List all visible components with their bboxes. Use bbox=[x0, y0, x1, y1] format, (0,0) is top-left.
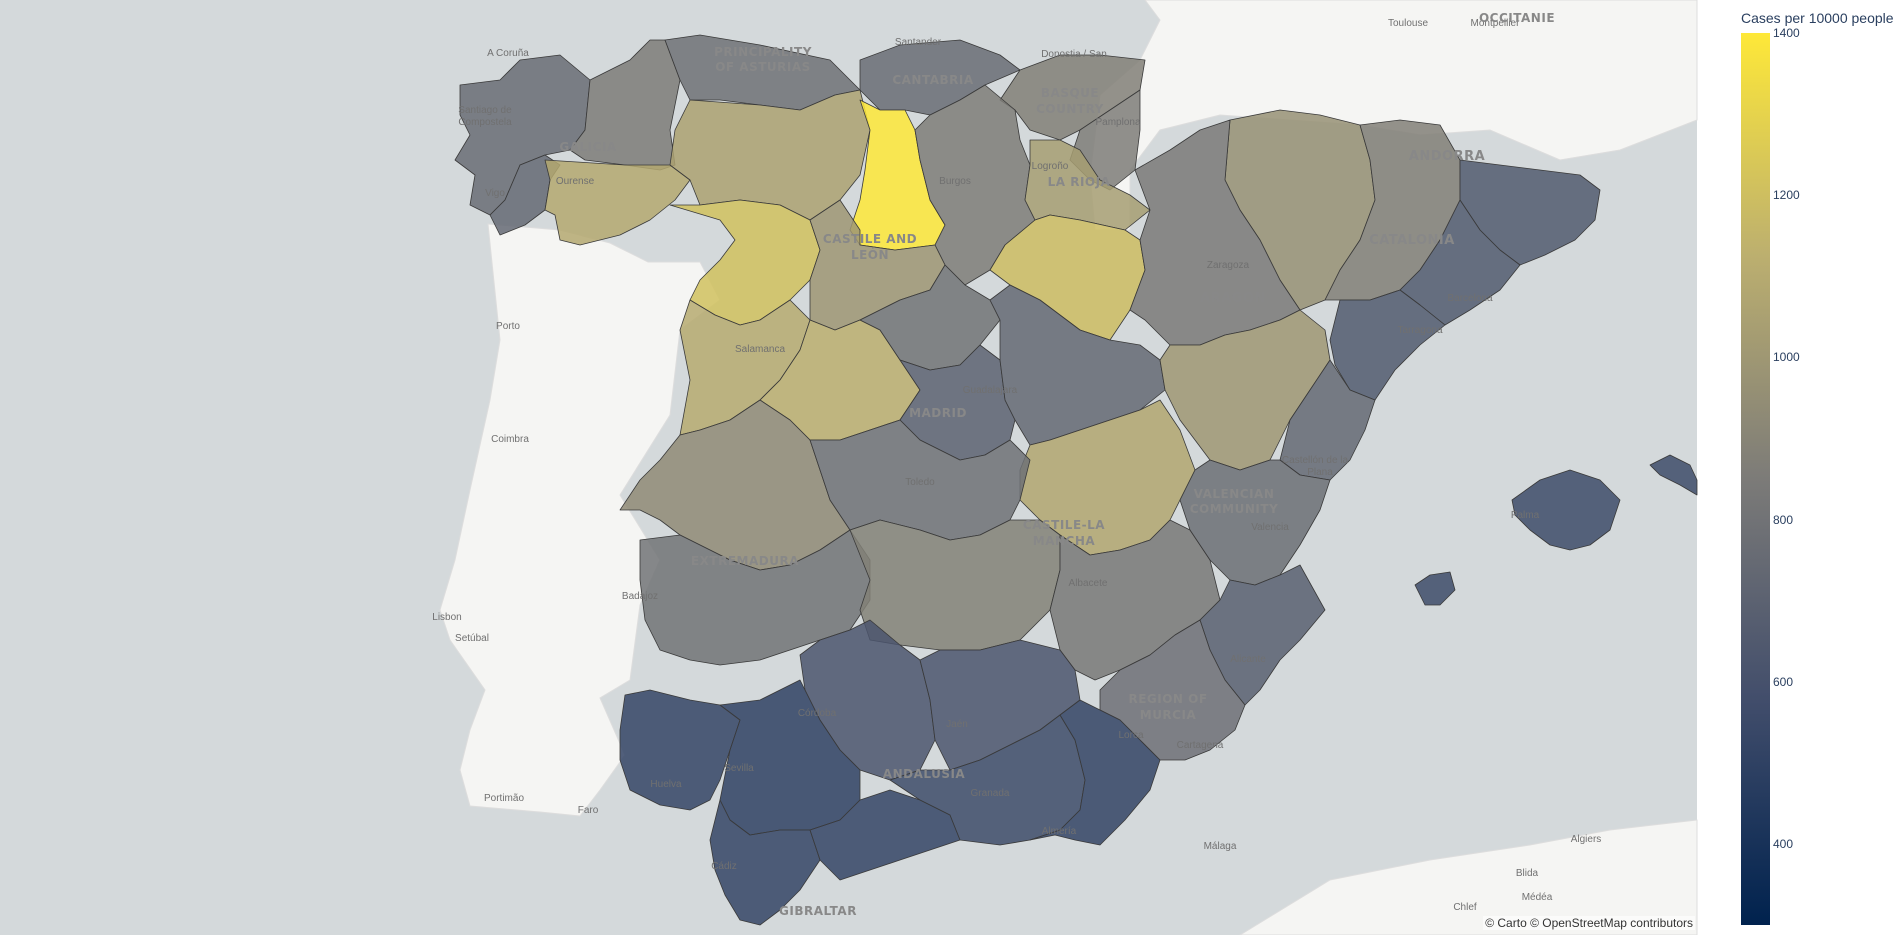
city-label: Santander bbox=[895, 37, 942, 48]
map-attribution: © Carto © OpenStreetMap contributors bbox=[1483, 916, 1695, 930]
city-label: Tarragona bbox=[1397, 325, 1442, 336]
city-label: Pamplona bbox=[1095, 117, 1140, 128]
region-label: ANDALUSIA bbox=[883, 767, 966, 781]
region-label: CASTILE AND bbox=[823, 232, 917, 246]
city-label: Logroño bbox=[1032, 161, 1069, 172]
region-label: CATALONIA bbox=[1369, 233, 1455, 248]
region-label: CASTILE-LA bbox=[1023, 518, 1105, 532]
region-label: OF ASTURIAS bbox=[715, 60, 811, 74]
city-label: Montpellier bbox=[1471, 18, 1521, 29]
province-almeria[interactable] bbox=[1029, 699, 1161, 846]
city-label: Valencia bbox=[1251, 522, 1289, 533]
province-huelva[interactable] bbox=[619, 689, 741, 811]
region-label: GALICIA bbox=[559, 140, 617, 154]
city-label: Ourense bbox=[556, 176, 595, 187]
city-label: Granada bbox=[971, 788, 1010, 799]
city-label: Chlef bbox=[1453, 902, 1477, 913]
colorbar-tick-label: 400 bbox=[1773, 836, 1794, 851]
city-label: Guadalajara bbox=[963, 385, 1018, 396]
region-label: MANCHA bbox=[1033, 534, 1096, 548]
city-label: Málaga bbox=[1204, 841, 1237, 852]
city-label: Faro bbox=[578, 805, 599, 816]
province-baleares[interactable] bbox=[1414, 454, 1698, 606]
city-label: Badajoz bbox=[622, 591, 658, 602]
city-label: Huelva bbox=[650, 779, 682, 790]
city-label: Cádiz bbox=[711, 861, 737, 872]
africa-land bbox=[1239, 819, 1698, 935]
city-label: Vigo bbox=[485, 188, 505, 199]
city-label: Portimão bbox=[484, 793, 524, 804]
region-label: LEÓN bbox=[851, 247, 889, 262]
city-label: Almería bbox=[1042, 826, 1077, 837]
region-label: REGION OF bbox=[1128, 692, 1207, 706]
province-barcelona[interactable] bbox=[1399, 199, 1521, 326]
region-label: COMMUNITY bbox=[1190, 502, 1279, 516]
region-label: MADRID bbox=[909, 406, 967, 420]
city-label: Coimbra bbox=[491, 434, 529, 445]
map-labels: Toulouse Montpellier A Coruña Santander Dono… bbox=[432, 11, 1601, 918]
province-tarragona[interactable] bbox=[1329, 289, 1446, 401]
city-label: Donostia / San bbox=[1041, 49, 1107, 60]
region-label: OCCITANIE bbox=[1479, 11, 1555, 25]
city-label: Santiago de bbox=[458, 105, 512, 116]
colorbar-tick-label: 1000 bbox=[1773, 350, 1800, 365]
colorbar-tick-label: 800 bbox=[1773, 512, 1794, 527]
city-label: Blida bbox=[1516, 868, 1539, 879]
city-label: Salamanca bbox=[735, 344, 785, 355]
region-label: PRINCIPALITY bbox=[714, 45, 812, 59]
city-label: Cartagena bbox=[1177, 740, 1224, 751]
colorbar-title: Cases per 10000 people bbox=[1741, 10, 1894, 26]
region-label: CANTABRIA bbox=[892, 73, 974, 87]
city-label: Barcelona bbox=[1447, 293, 1492, 304]
region-label: ARAGON bbox=[1200, 291, 1266, 306]
city-label: Setúbal bbox=[455, 633, 489, 644]
city-label: Médéa bbox=[1522, 892, 1553, 903]
province-badajoz[interactable] bbox=[639, 529, 871, 666]
region-label: COUNTRY bbox=[1036, 102, 1104, 116]
colorbar bbox=[1741, 33, 1770, 925]
region-label: ANDORRA bbox=[1409, 149, 1485, 164]
region-label: VALENCIAN bbox=[1194, 487, 1275, 501]
city-label: A Coruña bbox=[487, 48, 529, 59]
city-label: Sevilla bbox=[724, 763, 754, 774]
city-label: Alicante bbox=[1230, 654, 1266, 665]
provinces-layer bbox=[454, 34, 1698, 926]
region-label: GIBRALTAR bbox=[779, 904, 857, 918]
region-label: EXTREMADURA bbox=[691, 554, 799, 568]
city-label: Porto bbox=[496, 321, 520, 332]
city-label: Lorca bbox=[1118, 730, 1143, 741]
city-label: Castellón de la bbox=[1282, 455, 1349, 466]
city-label: Lisbon bbox=[432, 612, 461, 623]
city-label: Compostela bbox=[458, 117, 512, 128]
city-label: Algiers bbox=[1571, 834, 1602, 845]
city-label: Palma bbox=[1511, 510, 1540, 521]
colorbar-tick-label: 600 bbox=[1773, 674, 1794, 689]
region-label: LA RIOJA bbox=[1048, 175, 1111, 189]
city-label: Jaén bbox=[946, 719, 968, 730]
city-label: Burgos bbox=[939, 176, 971, 187]
city-label: Plana bbox=[1307, 467, 1333, 478]
colorbar-tick-label: 1400 bbox=[1773, 26, 1800, 40]
province-cadiz[interactable] bbox=[709, 799, 821, 926]
region-label: MURCIA bbox=[1140, 708, 1197, 722]
city-label: Toulouse bbox=[1388, 18, 1428, 29]
city-label: Toledo bbox=[905, 477, 935, 488]
colorbar-tick-label: 1200 bbox=[1773, 188, 1800, 203]
region-label: BASQUE bbox=[1041, 86, 1099, 100]
city-label: Albacete bbox=[1069, 578, 1108, 589]
city-label: Córdoba bbox=[798, 708, 837, 719]
city-label: Zaragoza bbox=[1207, 260, 1250, 271]
province-valencia[interactable] bbox=[1179, 459, 1331, 586]
